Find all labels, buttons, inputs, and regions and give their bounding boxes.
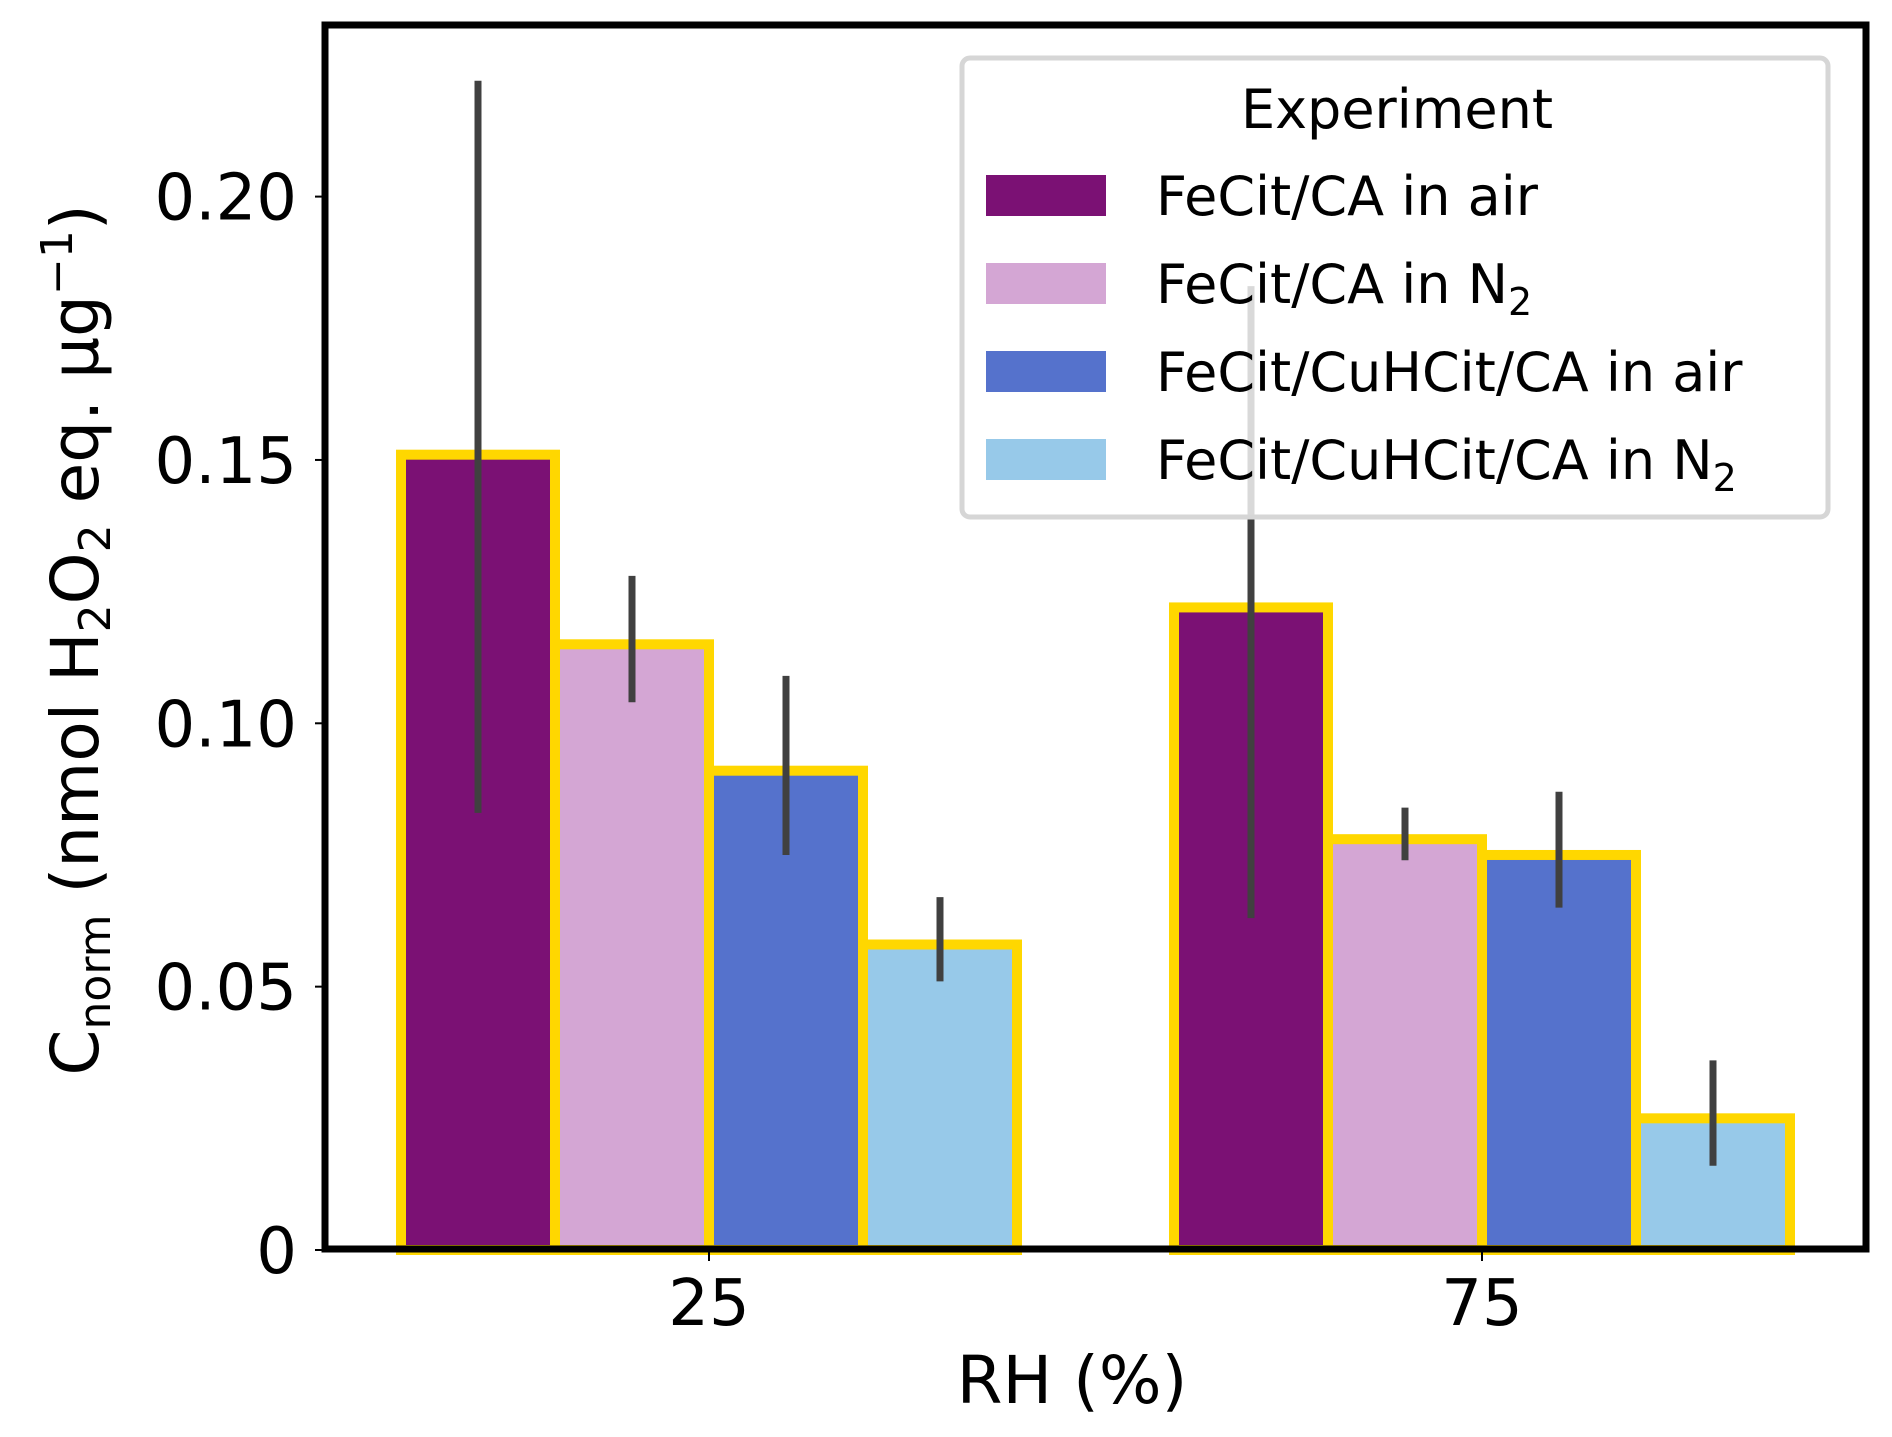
error-bars-layer — [474, 80, 1717, 1166]
bar-25-4 — [858, 939, 1022, 1255]
y-tick-label: 0.10 — [155, 688, 298, 762]
legend-items: FeCit/CA in air FeCit/CA in N2 FeCit/CuHCi… — [986, 165, 1743, 500]
legend-item: FeCit/CA in air — [986, 165, 1539, 228]
legend-swatch — [986, 351, 1106, 392]
y-label-sup: −1 — [32, 230, 83, 295]
y-axis-label: Cnorm (nmol H2O2 eq. µg−1) — [32, 204, 121, 1075]
y-axis-ticks: 0 0.05 0.10 0.15 0.20 — [155, 162, 325, 1289]
y-tick-label: 0.20 — [155, 162, 298, 236]
legend-swatch — [986, 263, 1106, 304]
legend-item: FeCit/CuHCit/CA in air — [986, 341, 1743, 404]
bar-75-2 — [1323, 834, 1487, 1255]
bar-75-4 — [1631, 1113, 1795, 1255]
y-tick-label: 0.05 — [155, 952, 298, 1026]
bar-75-3 — [1477, 849, 1641, 1255]
y-tick-label: 0 — [256, 1215, 297, 1289]
x-axis-label: RH (%) — [957, 1342, 1188, 1419]
y-label-main: C — [37, 1029, 114, 1075]
legend-title: Experiment — [1241, 78, 1553, 141]
y-label-o: O — [37, 552, 114, 604]
y-label-sub-norm: norm — [70, 915, 121, 1030]
legend: Experiment FeCit/CA in air FeCit/CA in N2… — [959, 55, 1831, 520]
legend-label: FeCit/CuHCit/CA in N2 — [1156, 429, 1737, 500]
bars-layer — [396, 449, 1795, 1256]
x-tick-label: 25 — [668, 1267, 749, 1341]
legend-item: FeCit/CA in N2 — [986, 253, 1532, 324]
y-tick-label: 0.15 — [155, 425, 298, 499]
legend-swatch — [986, 439, 1106, 480]
legend-swatch — [986, 175, 1106, 216]
y-label-sub-h2: 2 — [70, 604, 121, 632]
legend-label: FeCit/CuHCit/CA in air — [1156, 341, 1743, 404]
legend-frame — [959, 55, 1831, 520]
y-label-sub-o2: 2 — [70, 524, 121, 552]
y-label-unit-suffix: eq. µg — [37, 295, 114, 524]
legend-label: FeCit/CA in air — [1156, 165, 1539, 228]
plot-frame — [321, 21, 1870, 1253]
x-axis-ticks: 25 75 — [668, 1249, 1523, 1341]
bar-25-2 — [550, 639, 714, 1255]
legend-label: FeCit/CA in N2 — [1156, 253, 1532, 324]
legend-item: FeCit/CuHCit/CA in N2 — [986, 429, 1737, 500]
y-label-close: ) — [37, 204, 114, 230]
y-label-unit-prefix: (nmol H — [37, 632, 114, 914]
x-tick-label: 75 — [1441, 1267, 1522, 1341]
